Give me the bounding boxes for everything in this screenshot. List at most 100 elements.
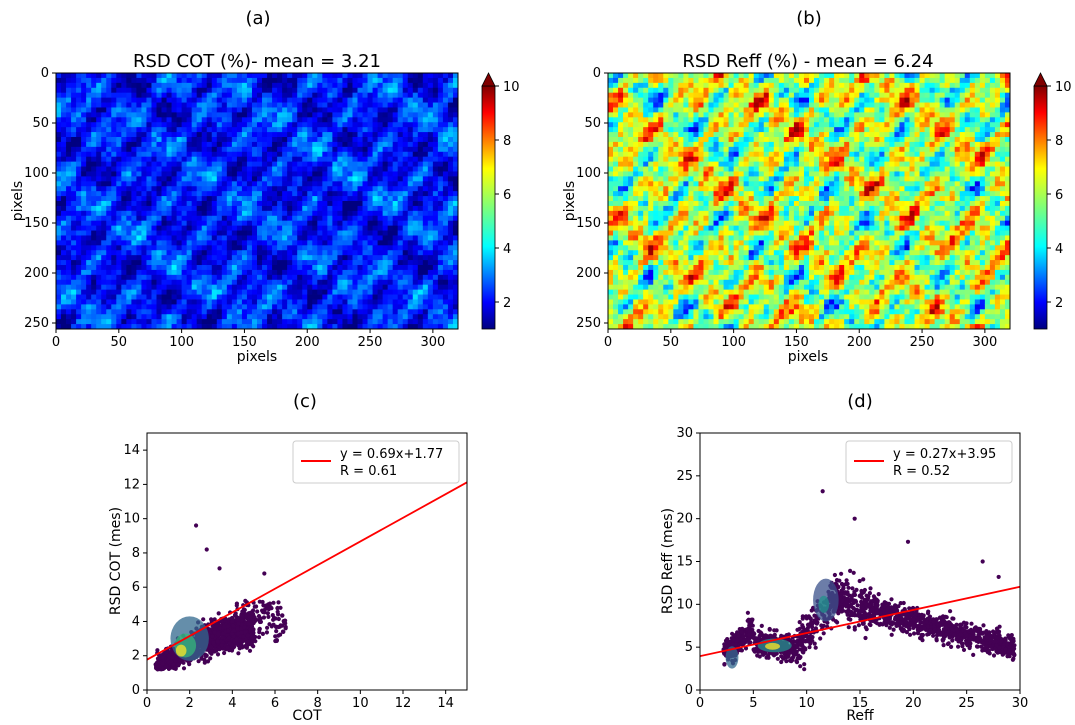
heatmap-cell [442,146,449,153]
heatmap-cell [317,132,323,138]
heatmap-cell [272,186,278,192]
heatmap-cell [131,87,137,94]
heatmap-cell [196,294,203,300]
heatmap-cell [643,255,649,261]
heatmap-cell [322,265,328,271]
heatmap-cell [362,146,368,153]
heatmap-cell [272,137,278,143]
heatmap-cell [76,186,82,192]
heatmap-cell [442,82,449,89]
heatmap-cell [387,319,394,325]
heatmap-cell [638,215,644,222]
heatmap-cell [156,73,162,79]
heatmap-cell [272,82,278,89]
heatmap-cell [106,171,112,177]
heatmap-cell [437,289,444,295]
heatmap-cell [191,265,198,271]
heatmap-cell [292,245,298,251]
heatmap-cell [337,284,343,291]
heatmap-cell [141,299,147,305]
heatmap-cell [387,112,394,118]
heatmap-cell [312,196,318,202]
heatmap-cell [412,161,419,167]
heatmap-cell [683,77,689,84]
heatmap-cell [287,205,293,212]
heatmap-cell [96,87,102,94]
heatmap-cell [297,274,303,281]
heatmap-cell [71,210,77,217]
heatmap-cell [638,151,644,158]
heatmap-cell [131,284,137,291]
heatmap-cell [613,181,619,187]
heatmap-cell [648,107,654,113]
heatmap-cell [111,220,117,227]
heatmap-cell [342,319,348,325]
heatmap-cell [608,171,614,177]
heatmap-cell [251,132,258,138]
heatmap-cell [166,269,172,276]
heatmap-cell [447,240,454,246]
heatmap-cell [226,137,233,143]
heatmap-cell [81,265,87,271]
heatmap-cell [181,77,188,84]
heatmap-cell [633,132,639,138]
heatmap-cell [422,269,429,276]
heatmap-cell [201,304,208,310]
heatmap-cell [111,117,117,123]
heatmap-cell [357,274,363,281]
heatmap-cell [357,171,363,177]
heatmap-cell [618,210,624,217]
heatmap-cell [156,161,162,167]
heatmap-cell [613,309,619,315]
heatmap-cell [186,156,193,163]
heatmap-cell [392,102,399,108]
heatmap-cell [663,230,669,236]
heatmap-cell [121,255,127,261]
heatmap-cell [111,107,117,113]
heatmap-cell [628,132,634,138]
heatmap-cell [302,319,308,325]
heatmap-cell [628,166,634,172]
heatmap-cell [312,122,318,128]
heatmap-cell [257,274,263,281]
heatmap-cell [407,156,414,163]
heatmap-cell [141,87,147,94]
heatmap-cell [201,176,208,182]
heatmap-cell [653,82,659,89]
heatmap-cell [442,225,449,231]
heatmap-cell [412,112,419,118]
heatmap-cell [96,117,102,123]
heatmap-cell [66,151,72,158]
heatmap-cell [257,324,263,330]
heatmap-cell [417,132,424,138]
heatmap-cell [81,235,87,241]
heatmap-cell [322,117,328,123]
heatmap-cell [201,196,208,202]
heatmap-cell [272,132,278,138]
heatmap-cell [221,176,228,182]
heatmap-cell [352,141,358,148]
heatmap-cell [136,156,142,163]
heatmap-cell [136,245,142,251]
heatmap-cell [623,215,629,222]
heatmap-cell [322,210,328,217]
heatmap-cell [392,112,399,118]
heatmap-cell [86,324,92,330]
heatmap-cell [61,265,67,271]
heatmap-cell [447,171,454,177]
heatmap-cell [402,151,409,158]
heatmap-cell [347,220,353,227]
heatmap-cell [342,87,348,94]
heatmap-cell [201,324,208,330]
heatmap-cell [96,73,102,79]
heatmap-cell [337,279,343,286]
heatmap-cell [638,304,644,310]
heatmap-cell [608,265,614,271]
heatmap-cell [181,146,188,153]
heatmap-cell [402,73,409,79]
heatmap-cell [186,97,193,103]
heatmap-cell [221,191,228,197]
heatmap-cell [146,230,152,236]
heatmap-cell [121,92,127,99]
